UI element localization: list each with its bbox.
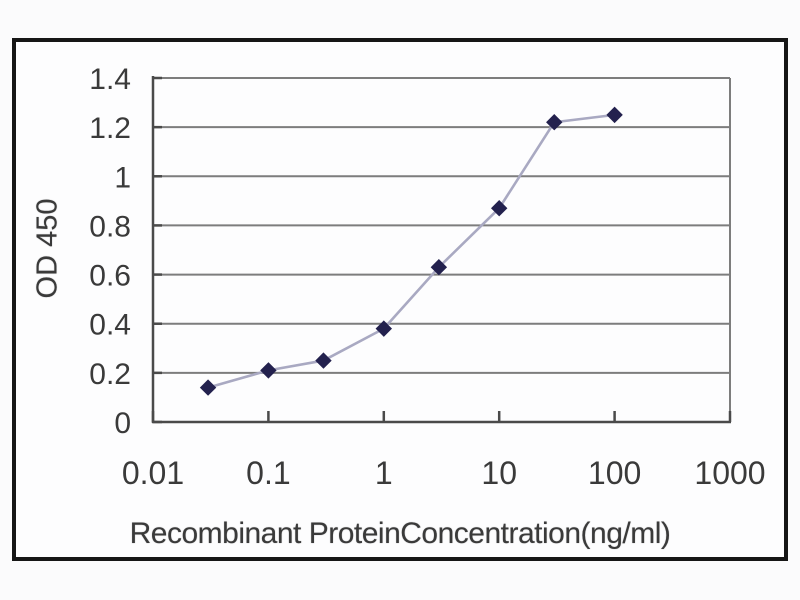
chart-outer-border [12, 38, 788, 561]
data-point-marker-0.1 [260, 362, 277, 379]
data-point-marker-3 [430, 258, 448, 276]
x-tick-label-10: 10 [481, 455, 517, 491]
x-tick-label-0.01: 0.01 [122, 455, 184, 491]
y-tick-label-0: 0 [114, 407, 131, 440]
data-point-marker-30 [546, 114, 563, 131]
x-tick-label-1000: 1000 [694, 455, 765, 491]
series-line-od450 [207, 113, 615, 389]
y-tick-label-0.6: 0.6 [89, 260, 131, 293]
data-point-marker-100 [606, 106, 623, 124]
x-tick-label-0.1: 0.1 [246, 455, 290, 491]
y-tick-label-1.4: 1.4 [89, 63, 131, 96]
data-point-marker-0.03 [199, 379, 217, 396]
data-point-marker-1 [375, 320, 393, 337]
y-tick-label-1.2: 1.2 [89, 112, 131, 145]
y-tick-label-0.4: 0.4 [89, 309, 131, 342]
y-axis-title: OD 450 [31, 198, 64, 299]
data-point-marker-0.3 [315, 352, 332, 369]
y-tick-label-1: 1 [114, 161, 131, 194]
x-tick-label-1: 1 [375, 455, 393, 491]
data-point-marker-10 [490, 200, 508, 217]
x-tick-label-100: 100 [588, 455, 641, 491]
y-tick-label-0.2: 0.2 [89, 358, 131, 391]
x-axis-title: Recombinant ProteinConcentration(ng/ml) [129, 517, 671, 550]
y-tick-label-0.8: 0.8 [89, 210, 131, 243]
